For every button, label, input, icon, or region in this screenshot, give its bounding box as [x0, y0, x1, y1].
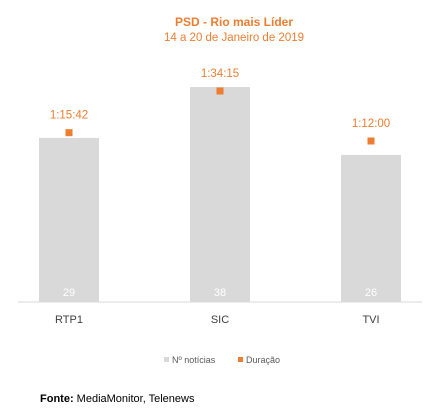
- source-label: Fonte:: [40, 393, 74, 405]
- chart-subtitle: 14 a 20 de Janeiro de 2019: [164, 32, 304, 44]
- legend: Nº notícias Duração: [164, 355, 280, 365]
- x-tick-tvi: TVI: [362, 314, 379, 326]
- legend-swatch-duration: [238, 357, 243, 362]
- x-tick-sic: SIC: [211, 314, 229, 326]
- legend-swatch-news: [164, 357, 169, 362]
- duration-marker-sic: [216, 87, 224, 95]
- bar-sic: [190, 87, 250, 302]
- legend-label-duration: Duração: [246, 355, 280, 365]
- duration-marker-rtp1: [65, 129, 73, 137]
- source-note: Fonte: MediaMonitor, Telenews: [40, 393, 194, 405]
- bar-value-label-rtp1: 29: [63, 287, 75, 299]
- bar-value-label-sic: 38: [214, 287, 226, 299]
- x-tick-rtp1: RTP1: [55, 314, 83, 326]
- bar-value-label-tvi: 26: [365, 287, 377, 299]
- plot-area: 29 1:15:42 RTP1 38 1:34:15 SIC 26 1:12:00 TVI: [39, 68, 401, 326]
- duration-label-sic: 1:34:15: [201, 68, 239, 80]
- bar-tvi: [341, 154, 401, 302]
- bar-rtp1: [39, 137, 99, 302]
- legend-label-news: Nº notícias: [172, 355, 216, 365]
- source-text: MediaMonitor, Telenews: [76, 393, 195, 405]
- chart-title: PSD - Rio mais Líder: [175, 15, 293, 29]
- duration-marker-tvi: [367, 137, 375, 145]
- duration-label-rtp1: 1:15:42: [50, 110, 88, 122]
- duration-label-tvi: 1:12:00: [352, 118, 390, 130]
